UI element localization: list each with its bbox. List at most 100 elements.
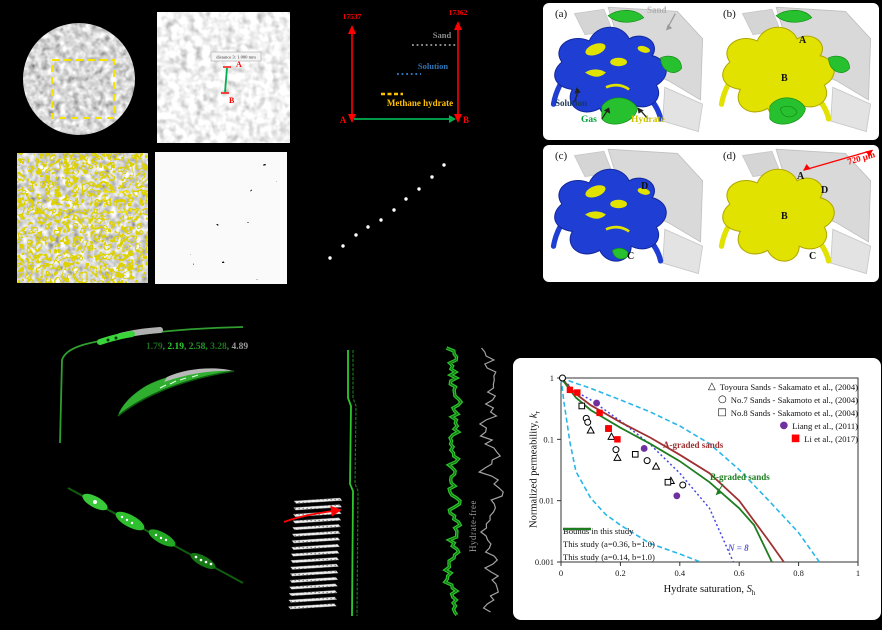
volume-card-top: (a) Sand Solution Gas Hydrate (b) A B xyxy=(543,3,879,140)
separator: , xyxy=(162,342,168,352)
point-label: B xyxy=(781,211,788,222)
legend-marker-icon: △ xyxy=(708,381,716,392)
svg-text:0.1: 0.1 xyxy=(543,434,554,444)
legend-label: Bounds in this study xyxy=(563,526,634,536)
svg-text:0.6: 0.6 xyxy=(734,568,745,578)
legend-item: This study (a=0.14, b=1.0) xyxy=(563,527,655,562)
legend-item: ● Liang et al., (2011) xyxy=(779,420,858,432)
legend-item: ■ Li et al., (2017) xyxy=(791,434,858,445)
arrowhead-icon xyxy=(454,21,462,30)
permeability-chart: 0 0.2 0.4 0.6 0.8 1 1 0.1 0.01 0.001 Normalized p… xyxy=(513,358,881,620)
gray-value-a: 17537 xyxy=(343,12,362,21)
panel-tag: (b) xyxy=(723,8,736,20)
measure-label-box xyxy=(210,51,262,62)
annotation-b-graded: B-graded sands xyxy=(710,472,770,482)
legend-line-icon xyxy=(563,527,591,531)
segmented-hydrate-outlines xyxy=(17,153,148,283)
flow-column-bright xyxy=(347,350,354,617)
tortuosity-value: 2.19 xyxy=(167,342,184,352)
line-legend: Bounds in this study This study (a=0.36, … xyxy=(563,526,655,562)
legend-label: Li et al., (2017) xyxy=(804,434,858,444)
point-label: A xyxy=(799,35,807,46)
flow-column xyxy=(347,350,359,617)
series-label-hydrate: Methane hydrate xyxy=(387,98,453,108)
segmented-image xyxy=(17,153,148,283)
separator: , xyxy=(226,342,232,352)
svg-text:0.8: 0.8 xyxy=(793,568,804,578)
volume-render-b xyxy=(718,6,872,133)
annotation-n8: N = 8 xyxy=(728,543,749,553)
panel-tag: (c) xyxy=(555,150,568,162)
curve-upper-bound xyxy=(560,377,821,563)
point-label: C xyxy=(809,251,817,262)
legend-marker-icon: ○ xyxy=(718,394,727,405)
intensity-dots xyxy=(328,163,446,260)
arrowhead-icon xyxy=(449,115,456,123)
flow-column-dark xyxy=(352,350,359,617)
panel-tag: (d) xyxy=(723,150,736,162)
arrowhead-icon xyxy=(348,114,356,123)
sub-roi-dashed-box xyxy=(104,191,132,213)
svg-text:0.001: 0.001 xyxy=(535,557,554,567)
arrowhead-icon xyxy=(454,114,462,123)
annotation-a-graded: A-graded sands xyxy=(663,440,724,450)
permeability-chart-plot: 0 0.2 0.4 0.6 0.8 1 1 0.1 0.01 0.001 xyxy=(535,373,860,578)
curve-lower-bound xyxy=(560,377,701,563)
separator: , xyxy=(205,342,211,352)
streamline-blade-gray xyxy=(164,368,234,382)
flow-blob xyxy=(115,511,145,531)
panel-tag: (a) xyxy=(555,8,568,20)
volume-panel-a: (a) Sand Solution Gas Hydrate xyxy=(543,3,711,140)
legend-item: △ Toyoura Sands - Sakamato et al., (2004) xyxy=(708,381,858,393)
binary-image xyxy=(155,152,287,284)
point-label: A xyxy=(797,171,805,182)
ct-slice-image: distance 3: 1.000 mm A B xyxy=(157,12,290,143)
gray-profile-panel: 17537 17362 A B Sand Solution Methane hy… xyxy=(340,8,469,125)
marker-legend: △ Toyoura Sands - Sakamato et al., (2004)… xyxy=(708,381,858,445)
hydrate-free-label: Hydrate-free xyxy=(468,500,478,552)
point-label: D xyxy=(821,185,829,196)
volume-render-c xyxy=(550,148,704,275)
point-label: B xyxy=(781,73,788,84)
profile-point-b: B xyxy=(463,115,469,125)
streamline-knot xyxy=(114,336,118,340)
saturation-profiles xyxy=(442,346,504,617)
svg-text:0: 0 xyxy=(559,568,563,578)
flow-blob-dots xyxy=(93,500,213,566)
svg-text:1: 1 xyxy=(550,373,554,383)
measure-line xyxy=(224,67,228,93)
volume-render-a xyxy=(550,6,704,133)
tortuosity-value: 2.58 xyxy=(188,342,206,352)
label-hydrate: Hydrate xyxy=(631,115,665,125)
label-sand: Sand xyxy=(647,5,667,15)
tortuosity-value: 4.89 xyxy=(231,342,249,352)
legend-item: ○ No.7 Sands - Sakamoto et al., (2004) xyxy=(718,394,858,406)
svg-text:1: 1 xyxy=(856,568,860,578)
series-label-solution: Solution xyxy=(418,61,449,71)
y-axis-label: Normalized permeability, kr xyxy=(528,411,542,528)
legend-label: No.8 Sands - Sakamoto et al., (2004) xyxy=(730,408,858,418)
svg-text:0.2: 0.2 xyxy=(615,568,626,578)
profile-point-a: A xyxy=(340,115,347,125)
binary-blobs xyxy=(155,152,287,284)
volume-panel-b: (b) A B xyxy=(711,3,879,140)
tortuosity-values: 1.79, 2.19, 2.58, 3.28, 4.89 xyxy=(146,342,248,352)
roi-dashed-box xyxy=(51,59,115,119)
blade-highlights xyxy=(159,374,199,389)
svg-text:0.4: 0.4 xyxy=(674,568,685,578)
volume-panel-c: (c) D C xyxy=(543,145,711,282)
legend-marker-icon: □ xyxy=(717,407,727,418)
series-label-sand: Sand xyxy=(433,30,452,40)
legend-item: This study (a=0.36, b=1.0) xyxy=(563,527,655,549)
streamline-blade-edge xyxy=(117,370,235,417)
stack-slabs xyxy=(288,497,343,610)
streamline-knot xyxy=(106,338,110,342)
slice-stack xyxy=(283,497,343,610)
legend-label: No.7 Sands - Sakamoto et al., (2004) xyxy=(730,395,858,405)
separator: , xyxy=(184,342,189,352)
legend-item: □ No.8 Sands - Sakamoto et al., (2004) xyxy=(717,407,858,419)
legend-marker-icon: ● xyxy=(779,420,789,431)
legend-label: This study (a=0.36, b=1.0) xyxy=(563,539,655,549)
arrowhead-icon xyxy=(348,25,356,34)
measure-label: distance 3: 1.000 mm xyxy=(216,55,256,60)
